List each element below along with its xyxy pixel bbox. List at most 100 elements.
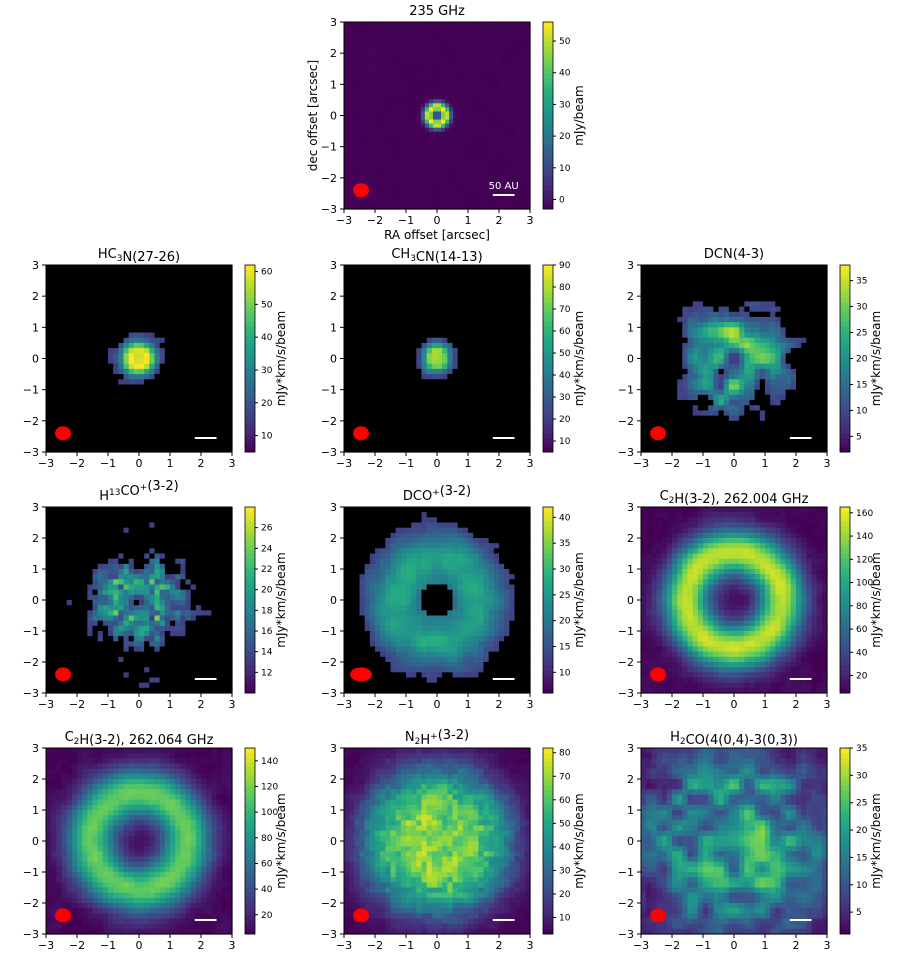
heatmap-cell xyxy=(469,127,474,133)
y-tick-label: 3 xyxy=(330,16,337,29)
heatmap-cell xyxy=(372,58,377,64)
heatmap-cell xyxy=(384,91,390,96)
heatmap-cell xyxy=(206,270,212,276)
heatmap-cell xyxy=(82,337,88,344)
y-tick-label: −2 xyxy=(321,415,337,428)
heatmap-cell xyxy=(481,111,487,117)
heatmap-cell xyxy=(159,337,166,344)
heatmap-cell xyxy=(514,296,521,302)
heatmap-cell xyxy=(190,363,197,370)
heatmap-cell xyxy=(61,420,68,427)
heatmap-cell xyxy=(524,275,531,282)
heatmap-cell xyxy=(457,143,462,149)
heatmap-cell xyxy=(360,87,365,92)
heatmap-cell xyxy=(372,196,377,202)
heatmap-cell xyxy=(412,127,418,133)
heatmap-cell xyxy=(164,280,171,287)
heatmap-cell xyxy=(457,204,462,210)
heatmap-cell xyxy=(485,26,491,31)
heatmap-cell xyxy=(66,275,73,282)
heatmap-cell xyxy=(468,368,474,375)
heatmap-cell xyxy=(437,50,442,56)
heatmap-cell xyxy=(404,103,410,108)
heatmap-cell xyxy=(457,431,464,438)
heatmap-cell xyxy=(388,123,394,129)
heatmap-cell xyxy=(504,431,510,438)
heatmap-cell xyxy=(477,103,483,108)
heatmap-cell xyxy=(497,74,503,80)
heatmap-cell xyxy=(509,379,516,386)
heatmap-cell xyxy=(468,379,474,386)
heatmap-cell xyxy=(485,156,491,161)
heatmap-cell xyxy=(97,301,104,308)
heatmap-cell xyxy=(71,327,78,334)
colorbar-step xyxy=(543,395,553,402)
heatmap-cell xyxy=(190,280,197,287)
heatmap-cell xyxy=(206,415,212,422)
heatmap-cell xyxy=(509,374,516,380)
heatmap-cell xyxy=(457,82,462,88)
heatmap-cell xyxy=(185,301,192,308)
colorbar-tick-label: 50 xyxy=(559,349,571,359)
colorbar-step xyxy=(543,204,553,210)
heatmap-cell xyxy=(481,70,487,76)
heatmap-ch3cn xyxy=(344,265,531,453)
heatmap-cell xyxy=(412,115,418,121)
heatmap-cell xyxy=(368,200,373,206)
heatmap-cell xyxy=(108,270,114,276)
heatmap-cell xyxy=(442,374,448,380)
heatmap-cell xyxy=(525,188,531,194)
colorbar-step xyxy=(543,185,553,191)
heatmap-cell xyxy=(473,188,479,194)
heatmap-cell xyxy=(477,74,483,80)
heatmap-cell xyxy=(170,379,176,386)
heatmap-cell xyxy=(123,342,130,349)
heatmap-cell xyxy=(420,38,426,43)
heatmap-cell xyxy=(390,374,397,380)
heatmap-cell xyxy=(164,348,171,354)
heatmap-cell xyxy=(473,107,479,113)
heatmap-cell xyxy=(445,123,450,129)
heatmap-cell xyxy=(437,436,443,443)
heatmap-cell xyxy=(372,180,377,186)
heatmap-cell xyxy=(128,322,135,328)
heatmap-cell xyxy=(46,316,52,323)
heatmap-cell xyxy=(442,301,448,308)
heatmap-cell xyxy=(348,176,353,182)
heatmap-cell xyxy=(71,306,78,313)
heatmap-cell xyxy=(420,91,426,96)
heatmap-cell xyxy=(144,280,150,287)
heatmap-cell xyxy=(380,168,386,174)
heatmap-cell xyxy=(380,311,386,318)
heatmap-cell xyxy=(442,296,448,302)
heatmap-cell xyxy=(457,168,462,174)
heatmap-cell xyxy=(349,436,355,443)
heatmap-cell xyxy=(499,348,505,354)
heatmap-cell xyxy=(431,296,438,302)
heatmap-cell xyxy=(442,342,448,349)
heatmap-cell xyxy=(509,143,515,149)
heatmap-cell xyxy=(61,446,68,453)
heatmap-cell xyxy=(406,358,412,365)
heatmap-cell xyxy=(457,285,464,292)
heatmap-cell xyxy=(190,394,197,401)
heatmap-cell xyxy=(348,164,353,169)
heatmap-cell xyxy=(452,446,459,453)
heatmap-cell xyxy=(392,111,398,117)
heatmap-cell xyxy=(504,327,510,334)
heatmap-cell xyxy=(457,327,464,334)
heatmap-cell xyxy=(421,301,428,308)
heatmap-cell xyxy=(368,38,373,43)
colorbar-step xyxy=(245,316,255,322)
heatmap-cell xyxy=(170,316,176,323)
heatmap-cell xyxy=(493,66,499,72)
heatmap-cell xyxy=(426,436,433,443)
heatmap-cell xyxy=(77,337,83,344)
heatmap-cell xyxy=(139,327,145,334)
heatmap-cell xyxy=(424,160,430,165)
heatmap-cell xyxy=(395,301,402,308)
heatmap-cell xyxy=(77,431,83,438)
heatmap-cell xyxy=(521,143,527,149)
heatmap-cell xyxy=(384,111,390,117)
heatmap-cell xyxy=(468,436,474,443)
